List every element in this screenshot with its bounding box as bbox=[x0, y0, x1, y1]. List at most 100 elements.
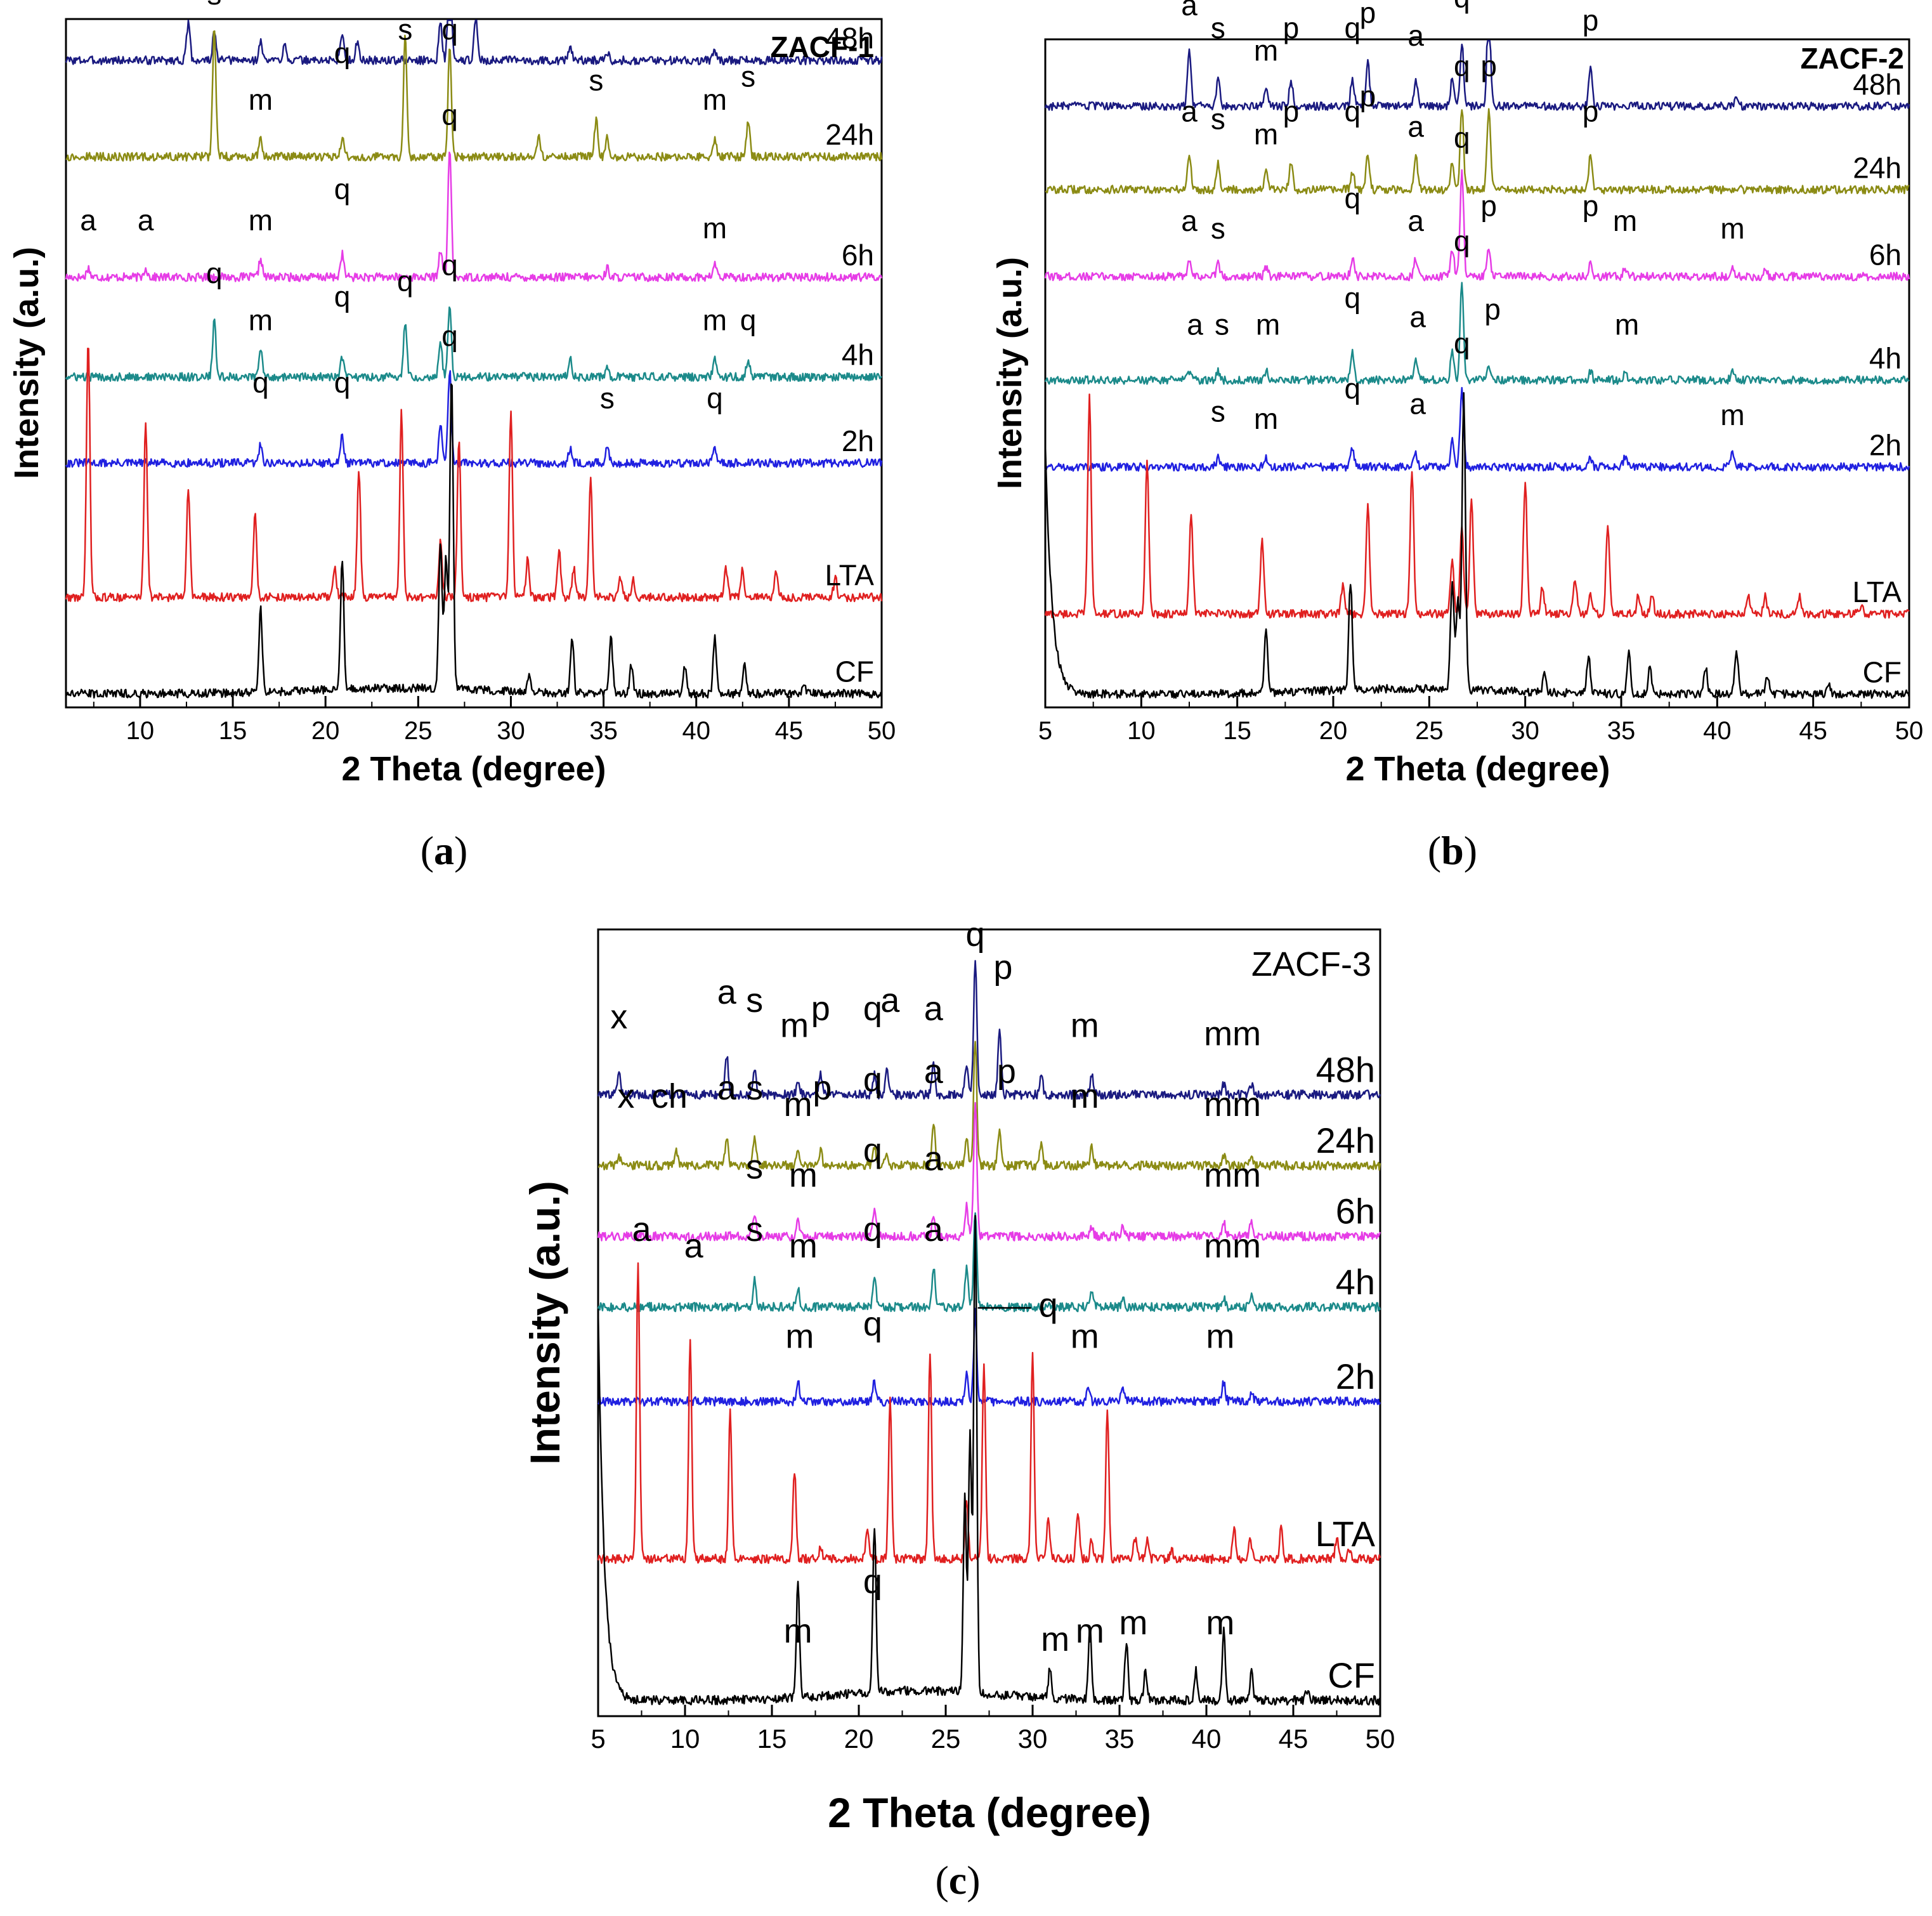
phase-label: m bbox=[789, 1156, 818, 1194]
phase-label: s bbox=[1211, 395, 1225, 428]
phase-label: a bbox=[1409, 300, 1426, 333]
phase-label: q bbox=[1344, 11, 1361, 44]
phase-label: p bbox=[1283, 11, 1300, 44]
phase-label: p bbox=[1360, 80, 1376, 113]
series-line bbox=[65, 30, 883, 162]
phase-label: q bbox=[441, 319, 458, 352]
series-name-label: LTA bbox=[825, 558, 874, 591]
phase-label: a bbox=[138, 204, 154, 237]
series-line bbox=[597, 1101, 1381, 1242]
series-line bbox=[1044, 169, 1910, 282]
phase-label: mm bbox=[1204, 1086, 1261, 1124]
series-line bbox=[65, 19, 883, 65]
series-line bbox=[1044, 393, 1910, 619]
series-name-label: CF bbox=[1863, 655, 1902, 688]
phase-label: m bbox=[785, 1317, 814, 1355]
phase-label: m bbox=[703, 303, 727, 336]
phase-label: s bbox=[1211, 102, 1225, 135]
series-line bbox=[597, 1262, 1381, 1565]
phase-label: m bbox=[1256, 308, 1280, 341]
phase-label: s bbox=[207, 0, 221, 11]
series-line bbox=[597, 1040, 1381, 1171]
series-line bbox=[1045, 386, 1910, 472]
phase-label: q bbox=[863, 1563, 882, 1601]
phase-label: q bbox=[1454, 0, 1470, 14]
phase-label: m bbox=[249, 0, 273, 4]
phase-label: m bbox=[1254, 402, 1278, 435]
phase-label: m bbox=[1613, 204, 1637, 237]
phase-label: p bbox=[1583, 95, 1599, 128]
phase-label: p bbox=[1283, 95, 1300, 128]
x-axis-ticks: 10 15 20 25 30 35 40 45 50 bbox=[93, 696, 896, 745]
series-name-label: 4h bbox=[842, 338, 874, 371]
phase-label: m bbox=[1254, 117, 1278, 150]
phase-label: a bbox=[632, 1211, 651, 1249]
phase-label: a bbox=[880, 981, 900, 1020]
plot-area: 48hasmpqpaqpp24hasmpqpaqpp6hasqaqppmm4ha… bbox=[1044, 0, 1910, 699]
phase-label: s bbox=[589, 63, 603, 96]
series-line bbox=[65, 370, 883, 468]
phase-label: p bbox=[1480, 189, 1497, 222]
phase-label: m bbox=[249, 204, 273, 237]
x-tick-label: 20 bbox=[844, 1724, 874, 1754]
panel-tag: (a) bbox=[421, 828, 468, 873]
series-name-label: LTA bbox=[1315, 1514, 1376, 1554]
x-tick-label: 35 bbox=[589, 717, 618, 745]
phase-label: mm bbox=[1204, 1227, 1261, 1265]
phase-label: q bbox=[397, 265, 414, 298]
series-name-label: CF bbox=[1328, 1655, 1375, 1695]
phase-label: m bbox=[1254, 34, 1278, 67]
phase-label: a bbox=[924, 1139, 944, 1178]
series-name-label: 6h bbox=[1336, 1191, 1375, 1231]
series-line bbox=[65, 383, 883, 699]
phase-label: a bbox=[1409, 387, 1426, 420]
phase-label: p bbox=[1480, 49, 1497, 82]
phase-label: s bbox=[1211, 11, 1225, 44]
phase-label: q bbox=[1344, 95, 1361, 128]
series-line bbox=[65, 306, 883, 383]
phase-label: q bbox=[1344, 181, 1361, 214]
phase-label: q bbox=[966, 915, 985, 954]
phase-label: q bbox=[334, 173, 351, 206]
series-line bbox=[1045, 108, 1910, 195]
phase-label: q bbox=[1454, 49, 1470, 82]
phase-label: q bbox=[441, 13, 458, 46]
series-line bbox=[597, 1212, 1381, 1313]
phase-label: q bbox=[1344, 282, 1361, 315]
phase-label: p bbox=[1583, 4, 1599, 37]
y-axis-title: Intensity (a.u.) bbox=[991, 257, 1029, 489]
phase-label: q bbox=[863, 1061, 882, 1099]
panel-tag: (b) bbox=[1428, 828, 1477, 873]
phase-label: q bbox=[334, 280, 351, 313]
x-tick-label: 25 bbox=[1415, 717, 1444, 745]
series-name-label: LTA bbox=[1852, 575, 1902, 608]
plot-frame bbox=[597, 928, 1381, 1717]
phase-label: m bbox=[249, 83, 273, 116]
series-name-label: 4h bbox=[1336, 1262, 1375, 1302]
x-axis-ticks: 5 10 15 20 25 30 35 40 45 50 bbox=[591, 1705, 1395, 1754]
phase-label: a bbox=[80, 204, 96, 237]
x-tick-label: 45 bbox=[775, 717, 804, 745]
x-tick-label: 5 bbox=[1038, 717, 1052, 745]
series-name-label: 2h bbox=[1336, 1356, 1375, 1396]
phase-label: a bbox=[1181, 204, 1198, 237]
phase-label: a bbox=[924, 1211, 944, 1249]
phase-label: q bbox=[1454, 225, 1470, 258]
phase-label: q bbox=[863, 1211, 882, 1249]
phase-label: s bbox=[600, 382, 615, 415]
phase-label: m bbox=[1206, 1317, 1234, 1355]
phase-label: m bbox=[784, 1086, 813, 1124]
x-tick-label: 40 bbox=[682, 717, 710, 745]
phase-label: q bbox=[334, 36, 351, 69]
phase-label: q bbox=[740, 303, 757, 336]
x-tick-label: 20 bbox=[311, 717, 340, 745]
x-tick-label: 15 bbox=[219, 717, 247, 745]
phase-label: s bbox=[207, 0, 221, 4]
phase-label: m bbox=[789, 1227, 818, 1265]
x-tick-label: 40 bbox=[1192, 1724, 1222, 1754]
x-tick-label: 15 bbox=[757, 1724, 787, 1754]
phase-label: a bbox=[1187, 308, 1203, 341]
x-tick-label: 20 bbox=[1319, 717, 1348, 745]
x-tick-label: 30 bbox=[1511, 717, 1539, 745]
